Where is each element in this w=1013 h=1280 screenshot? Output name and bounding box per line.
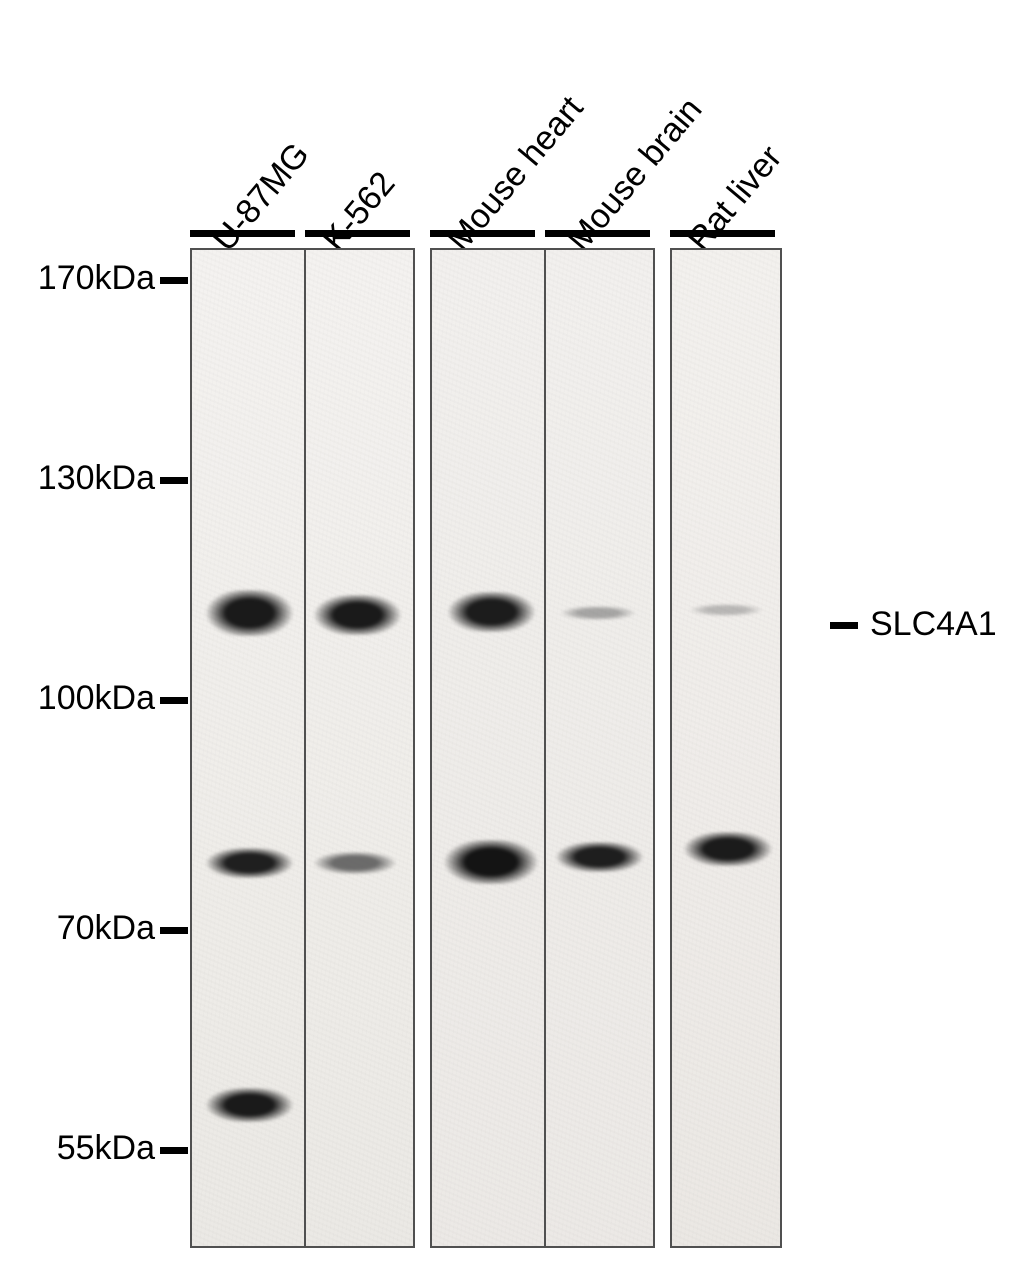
lane-cap (190, 230, 295, 237)
membrane-noise (432, 250, 653, 1246)
lane-divider (304, 250, 306, 1246)
lane-cap (545, 230, 650, 237)
mw-marker-label: 100kDa (0, 679, 155, 718)
protein-marker-tick (830, 622, 858, 629)
mw-marker-tick (160, 1147, 188, 1154)
protein-band (444, 592, 539, 632)
membrane-noise (672, 250, 780, 1246)
mw-marker-label: 55kDa (0, 1129, 155, 1168)
protein-band (557, 606, 639, 620)
blot-membrane (190, 248, 415, 1248)
protein-band (440, 840, 542, 884)
lane-label: K-562 (315, 164, 403, 259)
lane-cap (430, 230, 535, 237)
protein-label: SLC4A1 (870, 605, 997, 644)
protein-band (310, 852, 400, 874)
mw-marker-label: 130kDa (0, 459, 155, 498)
mw-marker-tick (160, 277, 188, 284)
lane-cap (670, 230, 775, 237)
mw-marker-tick (160, 927, 188, 934)
protein-band (680, 832, 776, 866)
lane-label: Rat liver (680, 138, 790, 259)
protein-band (552, 842, 647, 872)
mw-marker-label: 70kDa (0, 909, 155, 948)
lane-cap (305, 230, 410, 237)
mw-marker-tick (160, 697, 188, 704)
mw-marker-tick (160, 477, 188, 484)
western-blot-figure: U-87MGK-562Mouse heartMouse brainRat liv… (0, 0, 1013, 1280)
protein-band (310, 595, 405, 635)
lane-divider (544, 250, 546, 1246)
blot-membrane (670, 248, 782, 1248)
protein-band (202, 848, 297, 878)
lane-label: U-87MG (205, 136, 317, 259)
protein-band (686, 604, 766, 616)
blot-membrane (430, 248, 655, 1248)
protein-band (202, 590, 297, 636)
protein-band (202, 1088, 297, 1122)
mw-marker-label: 170kDa (0, 259, 155, 298)
